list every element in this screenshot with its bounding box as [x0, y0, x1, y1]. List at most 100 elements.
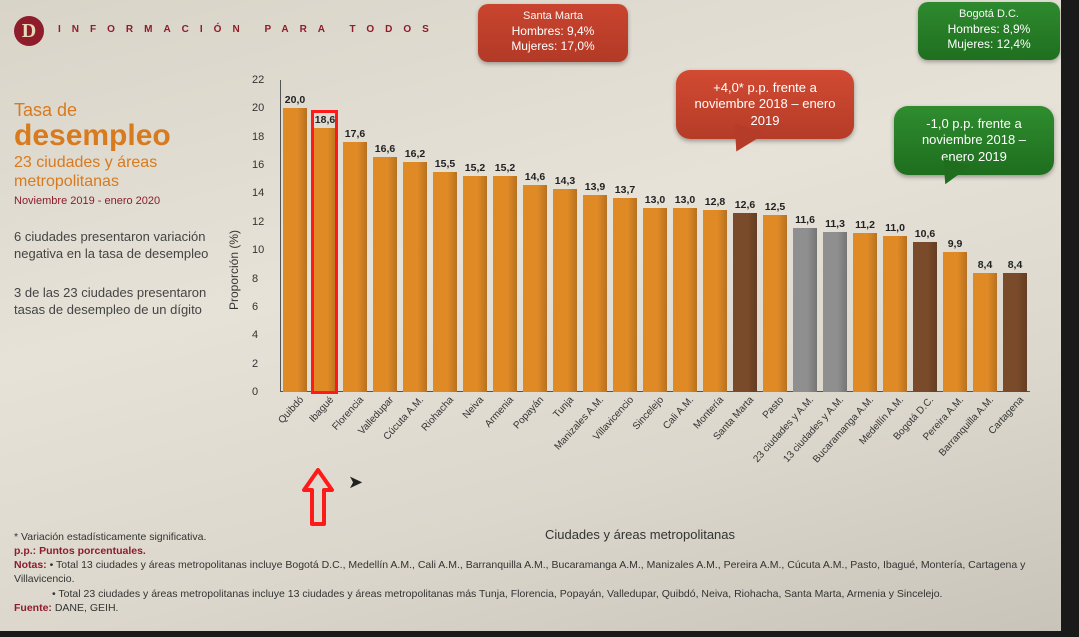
speech-text: +4,0* p.p. frente a noviembre 2018 – ene… [695, 80, 836, 128]
bar-wrap: 15,2Armenia [490, 80, 520, 392]
bar-wrap: 16,2Cúcuta A.M. [400, 80, 430, 392]
bar-value-label: 13,7 [615, 184, 635, 196]
y-tick: 8 [252, 273, 258, 285]
bar-value-label: 20,0 [285, 94, 305, 106]
bar-wrap: 16,6Valledupar [370, 80, 400, 392]
bar-value-label: 17,6 [345, 128, 365, 140]
footnote-fuente: DANE, GEIH. [55, 602, 119, 614]
bar-wrap: 11,2Bucaramanga A.M. [850, 80, 880, 392]
grid-line [280, 278, 1030, 279]
bar [793, 228, 817, 393]
callout-line: Mujeres: 12,4% [930, 37, 1048, 52]
bar-category-label: Cali A.M. [658, 392, 696, 432]
bar-wrap: 13,7Villavicencio [610, 80, 640, 392]
bar [463, 176, 487, 392]
y-tick: 6 [252, 301, 258, 313]
footnotes: * Variación estadísticamente significati… [14, 530, 1049, 615]
y-tick: 12 [252, 216, 264, 228]
bar-value-label: 12,6 [735, 199, 755, 211]
bar-wrap: 20,0Quibdó [280, 80, 310, 392]
speech-bubble-green: -1,0 p.p. frente a noviembre 2018 – ener… [894, 106, 1054, 175]
bar-category-label: Quibdó [273, 392, 306, 426]
footnote-nota2: • Total 23 ciudades y áreas metropolitan… [52, 588, 942, 600]
left-para2: 3 de las 23 ciudades presentaron tasas d… [14, 285, 224, 319]
bar [643, 208, 667, 392]
logo-badge: D [14, 16, 44, 46]
bar-wrap: 13,9Manizales A.M. [580, 80, 610, 392]
bar-value-label: 8,4 [1008, 259, 1023, 271]
bar-value-label: 14,6 [525, 171, 545, 183]
callout-title: Santa Marta [490, 10, 616, 24]
bar [853, 233, 877, 392]
grid-line [280, 306, 1030, 307]
bar-wrap: 15,5Riohacha [430, 80, 460, 392]
grid-line [280, 363, 1030, 364]
bar-wrap: 14,6Popayán [520, 80, 550, 392]
callout-bogota: Bogotá D.C. Hombres: 8,9% Mujeres: 12,4% [918, 2, 1060, 60]
bar-wrap: 15,2Neiva [460, 80, 490, 392]
callout-santa-marta: Santa Marta Hombres: 9,4% Mujeres: 17,0% [478, 4, 628, 62]
callout-line: Hombres: 8,9% [930, 22, 1048, 37]
bar [493, 176, 517, 392]
callout-line: Mujeres: 17,0% [490, 39, 616, 54]
logo-letter: D [22, 20, 36, 43]
grid-line [280, 192, 1030, 193]
bar-wrap: 14,3Tunja [550, 80, 580, 392]
grid-line [280, 334, 1030, 335]
bar [673, 208, 697, 392]
y-tick: 14 [252, 187, 264, 199]
footnote-notas-label: Notas: [14, 559, 47, 571]
bar [283, 108, 307, 392]
y-axis-label: Proporción (%) [227, 230, 241, 310]
red-arrow-annotation [298, 468, 338, 528]
bar [343, 142, 367, 392]
bar [763, 215, 787, 392]
bar-value-label: 12,8 [705, 196, 725, 208]
footnote-fuente-label: Fuente: [14, 602, 52, 614]
y-tick: 2 [252, 358, 258, 370]
y-tick: 22 [252, 74, 264, 86]
bar-wrap: 13,0Sincelejo [640, 80, 670, 392]
bar [553, 189, 577, 392]
highlight-box [311, 110, 338, 394]
grid-line [280, 79, 1030, 80]
bar-value-label: 13,9 [585, 181, 605, 193]
bar-value-label: 11,3 [825, 218, 845, 230]
bar [433, 172, 457, 392]
speech-bubble-red: +4,0* p.p. frente a noviembre 2018 – ene… [676, 70, 854, 139]
bar-value-label: 16,6 [375, 143, 395, 155]
bar-category-label: Sincelejo [628, 392, 666, 432]
bar-value-label: 9,9 [948, 238, 963, 250]
title-line2: desempleo [14, 119, 224, 153]
bar [943, 252, 967, 392]
bar [883, 236, 907, 392]
y-tick: 18 [252, 131, 264, 143]
bar-wrap: 17,6Florencia [340, 80, 370, 392]
y-tick: 10 [252, 244, 264, 256]
callout-line: Hombres: 9,4% [490, 24, 616, 39]
bar [703, 210, 727, 392]
bar [913, 242, 937, 392]
left-text-column: Tasa de desempleo 23 ciudades y áreas me… [14, 100, 224, 319]
bar-value-label: 16,2 [405, 148, 425, 160]
bar-value-label: 14,3 [555, 175, 575, 187]
speech-text: -1,0 p.p. frente a noviembre 2018 – ener… [922, 116, 1026, 164]
bar-value-label: 13,0 [645, 194, 665, 206]
bar [973, 273, 997, 392]
callout-title: Bogotá D.C. [930, 8, 1048, 22]
title-line3: 23 ciudades y áreas metropolitanas [14, 153, 224, 191]
header-tagline: INFORMACIÓN PARA TODOS [58, 24, 440, 35]
bar-value-label: 11,6 [795, 214, 815, 226]
grid-line [280, 249, 1030, 250]
footnote-nota1: • Total 13 ciudades y áreas metropolitan… [14, 559, 1025, 585]
y-tick: 20 [252, 102, 264, 114]
bar [733, 213, 757, 392]
footnote-pp: p.p.: Puntos porcentuales. [14, 545, 146, 557]
bar-value-label: 13,0 [675, 194, 695, 206]
grid-line [280, 221, 1030, 222]
title-period: Noviembre 2019 - enero 2020 [14, 195, 224, 207]
bar-category-label: Popayán [509, 392, 547, 431]
y-tick: 0 [252, 386, 258, 398]
bar [1003, 273, 1027, 392]
y-tick: 4 [252, 329, 258, 341]
